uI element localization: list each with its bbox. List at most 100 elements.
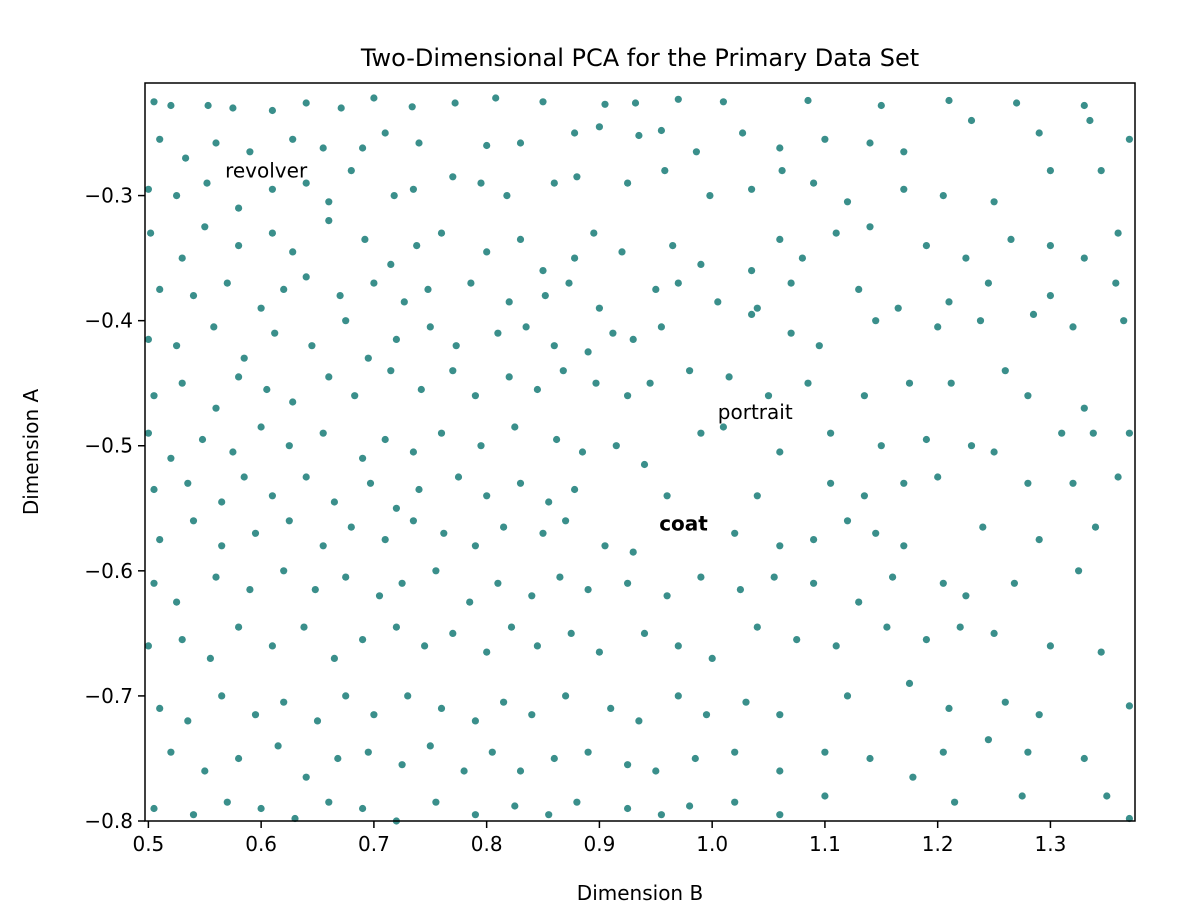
data-point bbox=[240, 354, 248, 362]
data-point bbox=[1103, 792, 1111, 800]
data-point bbox=[624, 392, 632, 400]
data-point bbox=[595, 123, 604, 131]
data-point bbox=[516, 479, 525, 487]
data-point bbox=[657, 126, 666, 135]
data-point bbox=[939, 748, 947, 756]
data-point bbox=[184, 479, 192, 487]
data-point bbox=[748, 267, 756, 275]
data-point bbox=[939, 192, 947, 200]
data-point bbox=[144, 335, 152, 343]
data-point bbox=[359, 454, 367, 462]
data-point bbox=[319, 542, 327, 550]
data-point bbox=[1114, 473, 1122, 481]
data-point bbox=[280, 567, 288, 575]
data-point bbox=[167, 454, 175, 462]
data-point bbox=[951, 798, 959, 806]
data-point bbox=[289, 135, 297, 143]
data-point bbox=[533, 642, 542, 650]
data-point bbox=[545, 811, 553, 819]
data-point bbox=[311, 586, 319, 594]
data-point bbox=[325, 198, 333, 206]
data-point bbox=[900, 148, 908, 156]
data-point bbox=[539, 267, 547, 275]
data-point bbox=[706, 192, 714, 200]
data-point bbox=[697, 429, 705, 437]
data-point bbox=[1035, 536, 1043, 544]
data-point bbox=[776, 711, 784, 719]
data-point bbox=[156, 135, 164, 143]
data-point bbox=[731, 798, 739, 806]
data-point bbox=[218, 692, 226, 700]
data-point bbox=[364, 748, 372, 756]
data-point bbox=[342, 573, 350, 581]
data-point bbox=[189, 517, 198, 525]
data-point bbox=[601, 542, 609, 550]
x-tick-label: 0.8 bbox=[471, 832, 503, 856]
data-point bbox=[708, 654, 716, 663]
data-point bbox=[539, 98, 547, 106]
data-point bbox=[477, 179, 485, 187]
data-point bbox=[210, 323, 218, 331]
data-point bbox=[471, 542, 479, 550]
data-point bbox=[1069, 323, 1077, 331]
data-point bbox=[962, 592, 970, 600]
data-point bbox=[150, 485, 158, 494]
data-point bbox=[635, 131, 643, 140]
data-point bbox=[629, 335, 637, 343]
data-point bbox=[990, 448, 998, 456]
data-point bbox=[144, 429, 152, 437]
data-point bbox=[607, 704, 615, 713]
data-point bbox=[934, 473, 942, 481]
data-point bbox=[246, 586, 254, 594]
data-point bbox=[426, 742, 434, 750]
data-point bbox=[189, 292, 198, 300]
data-point bbox=[753, 304, 761, 312]
data-point bbox=[843, 517, 852, 525]
data-point bbox=[804, 96, 812, 105]
data-point bbox=[381, 435, 389, 444]
data-point bbox=[1091, 523, 1100, 531]
data-point bbox=[201, 223, 209, 231]
data-point bbox=[793, 636, 801, 644]
data-point bbox=[945, 96, 953, 105]
data-point bbox=[432, 567, 440, 575]
data-point bbox=[511, 802, 519, 810]
x-tick-label: 1.3 bbox=[1035, 832, 1067, 856]
data-point bbox=[776, 767, 784, 775]
data-point bbox=[289, 398, 297, 406]
data-point bbox=[342, 317, 350, 325]
data-point bbox=[274, 742, 282, 750]
data-point bbox=[1080, 101, 1088, 110]
data-point bbox=[359, 636, 367, 644]
data-point bbox=[409, 517, 417, 525]
data-point bbox=[652, 767, 660, 775]
data-point bbox=[251, 529, 260, 537]
data-point bbox=[460, 767, 468, 775]
data-point bbox=[778, 167, 786, 175]
data-point bbox=[218, 498, 226, 506]
data-point bbox=[855, 598, 863, 606]
data-point bbox=[471, 392, 479, 400]
data-point bbox=[359, 144, 367, 152]
data-point bbox=[646, 379, 654, 387]
data-point bbox=[945, 298, 953, 306]
data-point bbox=[511, 423, 519, 431]
data-point bbox=[866, 223, 874, 231]
data-point bbox=[415, 485, 423, 494]
y-tick-label: −0.3 bbox=[84, 184, 133, 208]
data-point bbox=[409, 448, 417, 456]
data-point bbox=[573, 173, 581, 181]
data-point bbox=[212, 573, 220, 581]
data-point bbox=[167, 101, 175, 110]
data-point bbox=[657, 323, 666, 331]
data-point bbox=[370, 711, 378, 719]
data-point bbox=[300, 623, 308, 631]
data-point bbox=[663, 592, 671, 600]
data-point bbox=[351, 392, 359, 400]
data-point bbox=[776, 448, 784, 456]
y-tick-label: −0.6 bbox=[84, 559, 133, 583]
data-point bbox=[516, 235, 525, 243]
data-point bbox=[1080, 404, 1088, 412]
data-point bbox=[268, 642, 276, 650]
